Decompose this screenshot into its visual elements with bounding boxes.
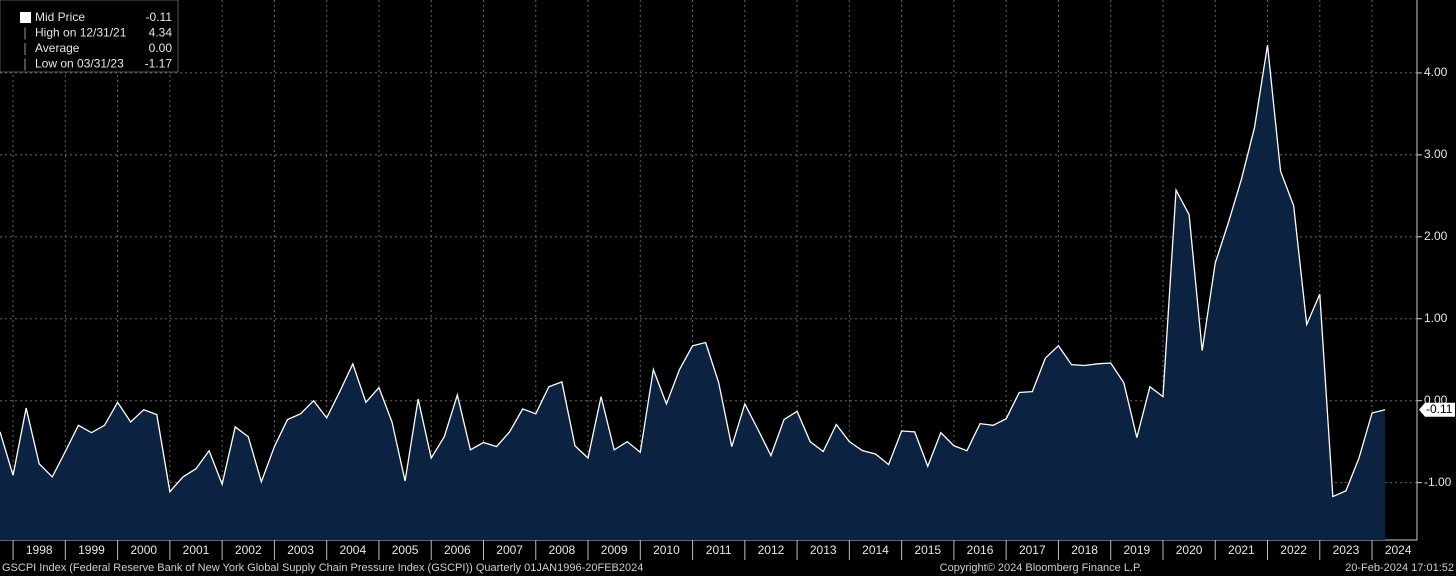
x-tick-label: 2002 (235, 543, 262, 557)
x-tick-label: 2023 (1333, 543, 1360, 557)
line (0, 44, 1386, 498)
legend-label: Average (35, 41, 80, 55)
legend-label: High on 12/31/21 (35, 26, 127, 40)
x-tick-label: 2021 (1228, 543, 1255, 557)
legend-value: 4.34 (149, 26, 173, 40)
x-tick-label: 2005 (392, 543, 419, 557)
last-value-tag: -0.11 (1419, 402, 1455, 417)
last-value-label: -0.11 (1426, 402, 1453, 416)
legend-swatch (20, 12, 31, 23)
x-tick-label: 2014 (862, 543, 889, 557)
y-tick-label: 1.00 (1424, 311, 1448, 325)
x-tick-label: 1998 (26, 543, 53, 557)
x-tick-label: 2016 (967, 543, 994, 557)
footer-timestamp: 20-Feb-2024 17:01:52 (1345, 562, 1454, 574)
footer-source: GSCPI Index (Federal Reserve Bank of New… (2, 562, 643, 574)
legend-label: Mid Price (35, 10, 85, 24)
legend-label: Low on 03/31/23 (35, 57, 124, 71)
x-tick-label: 2004 (339, 543, 366, 557)
x-tick-label: 2010 (653, 543, 680, 557)
y-tick-label: 3.00 (1424, 147, 1448, 161)
x-tick-label: 2019 (1123, 543, 1150, 557)
x-tick-label: 1999 (78, 543, 105, 557)
x-tick-label: 2007 (496, 543, 523, 557)
x-tick-label: 2011 (706, 543, 732, 557)
x-tick-label: 2006 (444, 543, 471, 557)
x-tick-label: 2001 (183, 543, 210, 557)
x-tick-label: 2003 (287, 543, 314, 557)
legend-value: 0.00 (149, 41, 173, 55)
x-tick-label: 2008 (549, 543, 576, 557)
y-tick-label: -1.00 (1424, 475, 1452, 489)
x-tick-label: 2009 (601, 543, 628, 557)
x-tick-label: 2024 (1385, 543, 1412, 557)
area (0, 45, 1386, 540)
x-tick-label: 2012 (758, 543, 785, 557)
x-tick-label: 2013 (810, 543, 837, 557)
x-tick-label: 2015 (914, 543, 941, 557)
legend-value: -1.17 (145, 57, 173, 71)
last-value-box (1419, 402, 1455, 417)
footer-copyright: Copyright© 2024 Bloomberg Finance L.P. (940, 562, 1142, 574)
y-tick-label: 4.00 (1424, 65, 1448, 79)
x-tick-label: 2022 (1280, 543, 1307, 557)
x-tick-label: 2017 (1019, 543, 1046, 557)
x-tick-label: 2018 (1071, 543, 1098, 557)
x-tick-label: 2020 (1176, 543, 1203, 557)
x-tick-label: 2000 (130, 543, 157, 557)
legend-value: -0.11 (146, 10, 173, 24)
legend: Mid Price -0.11 High on 12/31/21 4.34 Averag… (0, 0, 179, 73)
y-tick-label: 2.00 (1424, 229, 1448, 243)
